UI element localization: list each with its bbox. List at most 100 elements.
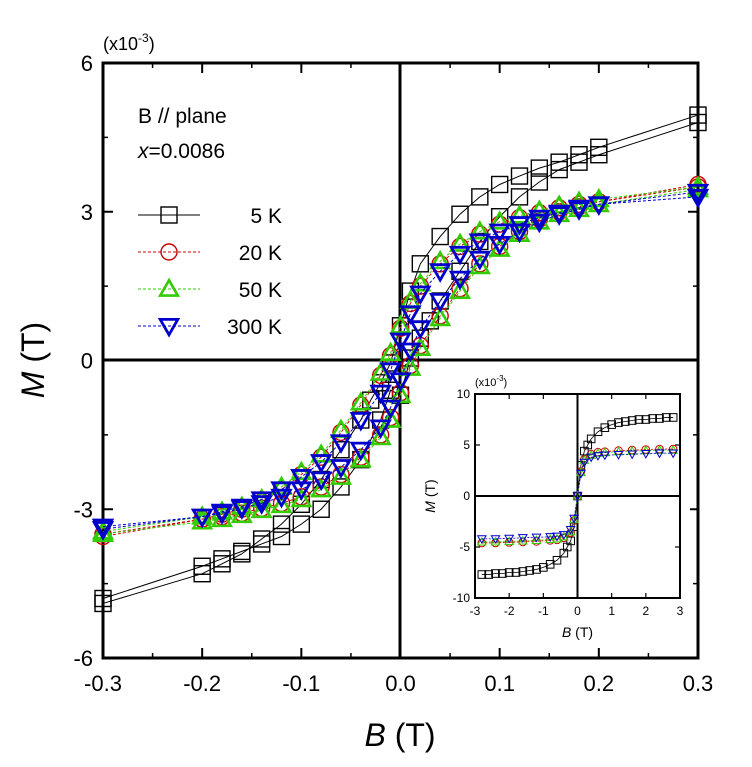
inset-y-axis-title: M (T) bbox=[422, 479, 438, 512]
series-5-k-down-line bbox=[102, 122, 699, 599]
inset-series-layer bbox=[476, 413, 679, 579]
series-300-k-up-point bbox=[409, 285, 432, 306]
series-300-k-up-point bbox=[468, 233, 492, 254]
inset-series-5-k-point bbox=[600, 423, 610, 432]
inset-y-tick-label: 10 bbox=[457, 387, 471, 401]
inset-series-50-k-point bbox=[476, 536, 487, 546]
series-300-k-down-line bbox=[102, 191, 699, 528]
inset-series-5-k-point bbox=[668, 413, 678, 422]
inset-series-5-k-point bbox=[662, 413, 671, 422]
series-300-k-up-point bbox=[428, 263, 452, 283]
legend-label-50-k: 50 K bbox=[239, 279, 282, 302]
inset-x-tick-label: -3 bbox=[470, 604, 481, 618]
series-300-k-up-point bbox=[379, 362, 402, 383]
series-50-k-up-point bbox=[310, 443, 333, 463]
inset-series-300-k-point bbox=[627, 450, 638, 460]
inset-series-5-k-point bbox=[621, 417, 630, 426]
inset-series-20-k-line bbox=[481, 448, 674, 544]
series-5-k-up-point bbox=[431, 227, 449, 246]
inset-series-20-k-point bbox=[532, 537, 541, 546]
series-300-k-down-point bbox=[547, 206, 571, 226]
inset-x-tick-label: 3 bbox=[677, 604, 684, 618]
series-50-k-up-point bbox=[488, 210, 511, 230]
legend-marker-50-k bbox=[157, 277, 181, 297]
annotation-field-direction: B // plane bbox=[138, 105, 227, 128]
inset-series-5-k-point bbox=[518, 567, 528, 576]
inset-series-50-k-point bbox=[490, 536, 501, 546]
legend-entry-300-k: 300 K bbox=[138, 316, 282, 339]
inset-series-20-k-point bbox=[504, 538, 514, 547]
series-5-k-up-point bbox=[272, 515, 291, 533]
main-y-tick-label: -6 bbox=[73, 646, 93, 671]
inset-series-5-k-point bbox=[614, 418, 623, 427]
inset-y-tick-label: 0 bbox=[463, 489, 470, 503]
series-50-k-down-point bbox=[270, 493, 293, 514]
inset-series-300-k-point bbox=[476, 535, 487, 545]
series-300-k-down-point bbox=[448, 270, 472, 291]
main-y-tick-label: 0 bbox=[81, 349, 93, 374]
inset-series-50-k-point bbox=[517, 535, 528, 545]
series-50-k-down-point bbox=[448, 279, 472, 299]
inset-y-tick-label: -5 bbox=[459, 540, 470, 554]
series-50-k-up-point bbox=[429, 249, 452, 270]
series-50-k-up-point bbox=[349, 391, 372, 411]
series-5-k-down-point bbox=[332, 478, 350, 496]
inset-series-5-k-point bbox=[552, 555, 562, 565]
series-300-k-down-point bbox=[379, 399, 402, 420]
series-50-k-down-point bbox=[369, 425, 392, 446]
inset-series-300-k-point bbox=[490, 535, 501, 545]
series-50-k-up-point bbox=[468, 220, 491, 240]
series-300-k-down-point bbox=[369, 419, 392, 440]
legend-marker-300-k bbox=[157, 317, 181, 338]
series-5-k-down-point bbox=[312, 500, 330, 518]
series-300-k-down-point bbox=[389, 372, 412, 392]
series-300-k-down-point bbox=[270, 488, 293, 509]
series-20-k-up-point bbox=[401, 294, 420, 313]
series-50-k-down-point bbox=[686, 178, 710, 198]
series-300-k-down-point bbox=[428, 292, 452, 313]
inset-x-axis-title: B (T) bbox=[562, 624, 593, 640]
series-50-k-down-point bbox=[468, 254, 491, 275]
main-series-layer bbox=[91, 106, 710, 613]
main-x-tick-label: 0.0 bbox=[385, 671, 416, 696]
series-50-k-down-point bbox=[230, 503, 253, 524]
inset-series-50-k-point bbox=[572, 490, 583, 500]
series-5-k-down-point bbox=[213, 550, 231, 568]
series-300-k-down-point bbox=[399, 342, 422, 363]
inset-series-300-k-point bbox=[579, 458, 590, 468]
inset-series-300-k-point bbox=[551, 532, 563, 542]
inset-series-300-k-point bbox=[599, 451, 610, 461]
inset-y-tick-label: 5 bbox=[463, 438, 470, 452]
series-5-k-down-point bbox=[292, 515, 311, 533]
inset-y-tick-label: -10 bbox=[453, 591, 471, 605]
inset-series-5-k-point bbox=[641, 415, 651, 424]
series-5-k-down-point bbox=[689, 113, 707, 132]
legend-entry-50-k: 50 K bbox=[138, 277, 282, 302]
series-5-k-down-point bbox=[570, 153, 588, 171]
main-y-tick-label: -3 bbox=[73, 497, 93, 522]
series-300-k-up-point bbox=[349, 411, 373, 432]
inset-x-tick-label: 1 bbox=[608, 604, 615, 618]
series-5-k-down-point bbox=[94, 589, 112, 608]
inset-series-5-k-point bbox=[655, 414, 664, 423]
series-50-k-down-point bbox=[349, 448, 372, 468]
series-300-k-up-point bbox=[448, 245, 472, 266]
inset-series-5-k-point bbox=[484, 570, 493, 579]
series-5-k-up-point bbox=[411, 255, 430, 273]
series-50-k-up-point bbox=[508, 204, 531, 224]
series-300-k-down-point bbox=[250, 495, 273, 515]
series-50-k-up-point bbox=[329, 418, 353, 438]
legend-label-5-k: 5 K bbox=[250, 205, 282, 228]
series-300-k bbox=[91, 183, 710, 541]
inset-series-50-k-line bbox=[481, 449, 674, 543]
series-300-k-down-point bbox=[290, 481, 313, 502]
inset-series-300-k-point bbox=[558, 531, 569, 540]
legend-marker-20-k bbox=[160, 243, 178, 261]
inset-series-300-k-point bbox=[545, 533, 556, 542]
series-50-k-up-point bbox=[379, 341, 402, 361]
series-300-k-down-point bbox=[488, 235, 511, 256]
series-50-k-down-point bbox=[250, 498, 273, 519]
inset-series-300-k-point bbox=[613, 451, 624, 460]
